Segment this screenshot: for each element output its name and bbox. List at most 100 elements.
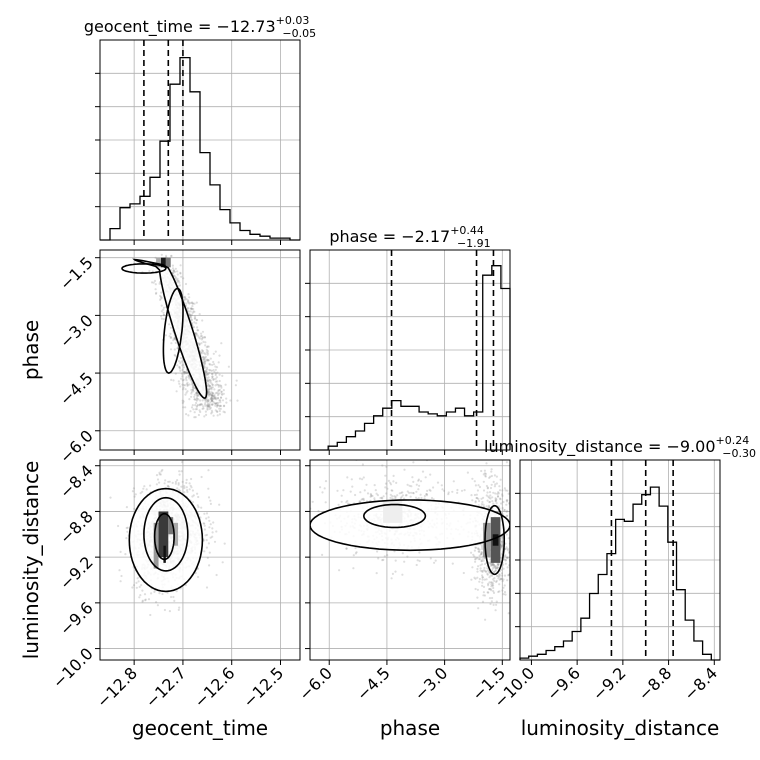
sample-point xyxy=(176,273,179,276)
sample-point xyxy=(188,301,191,304)
sample-point xyxy=(492,578,495,581)
sample-point xyxy=(196,567,199,571)
sample-point xyxy=(182,378,185,381)
sample-point xyxy=(506,514,509,517)
sample-point xyxy=(480,553,483,556)
sample-point xyxy=(160,470,163,473)
sample-point xyxy=(200,506,203,509)
sample-point xyxy=(197,506,200,509)
sample-point xyxy=(507,574,510,577)
sample-point xyxy=(160,315,163,318)
sample-point xyxy=(210,412,213,415)
sample-point xyxy=(214,396,217,399)
sample-point xyxy=(213,395,216,398)
sample-point xyxy=(193,416,196,419)
sample-point xyxy=(217,385,220,388)
sample-point xyxy=(213,370,216,374)
sample-point xyxy=(205,358,209,361)
sample-point xyxy=(207,542,210,545)
sample-point xyxy=(451,490,454,493)
sample-point xyxy=(184,584,187,587)
sample-point xyxy=(208,385,212,388)
sample-point xyxy=(389,496,392,499)
sample-point xyxy=(220,396,223,399)
sample-point xyxy=(211,377,214,380)
sample-point xyxy=(495,498,498,501)
sample-point xyxy=(175,279,178,282)
sample-point xyxy=(209,393,212,396)
sample-point xyxy=(480,551,483,554)
sample-point xyxy=(210,397,214,400)
sample-point xyxy=(206,345,209,348)
sample-point xyxy=(493,570,496,574)
sample-point xyxy=(476,576,479,579)
sample-point xyxy=(183,296,186,299)
sample-point xyxy=(477,457,479,459)
sample-point xyxy=(420,496,423,500)
sample-point xyxy=(500,578,503,581)
sample-point xyxy=(206,359,209,362)
sample-point xyxy=(476,588,479,591)
sample-point xyxy=(506,579,509,582)
sample-point xyxy=(352,554,355,557)
sample-point xyxy=(319,486,322,489)
sample-point xyxy=(162,308,165,311)
sample-point xyxy=(210,396,213,399)
sample-point xyxy=(173,599,176,603)
x-tick-label: −3.0 xyxy=(411,663,452,704)
sample-point xyxy=(491,500,494,503)
sample-point xyxy=(149,484,152,487)
sample-point xyxy=(195,322,198,325)
sample-point xyxy=(362,497,365,500)
sample-point xyxy=(133,495,136,498)
sample-point xyxy=(478,580,481,583)
sample-point xyxy=(195,394,198,397)
sample-point xyxy=(191,302,195,305)
sample-point xyxy=(189,410,192,413)
panel-bg xyxy=(310,460,510,660)
sample-point xyxy=(188,398,191,401)
sample-point xyxy=(207,376,210,379)
sample-point xyxy=(205,413,208,416)
sample-point xyxy=(501,507,504,510)
sample-point xyxy=(205,399,208,402)
sample-point xyxy=(501,589,504,592)
sample-point xyxy=(480,503,483,506)
sample-point xyxy=(222,389,225,392)
sample-point xyxy=(473,555,476,558)
sample-point xyxy=(180,470,183,473)
sample-point xyxy=(475,496,478,500)
sample-point xyxy=(496,566,499,569)
sample-point xyxy=(182,363,185,366)
sample-point xyxy=(317,510,320,513)
sample-point xyxy=(191,386,194,389)
sample-point xyxy=(514,562,516,564)
sample-point xyxy=(505,514,508,517)
sample-point xyxy=(141,600,144,603)
sample-point xyxy=(218,399,221,402)
sample-point xyxy=(131,490,134,493)
sample-point xyxy=(494,609,497,612)
sample-point xyxy=(484,570,487,573)
y-axis-label-phase: phase xyxy=(19,320,43,380)
sample-point xyxy=(202,407,205,410)
sample-point xyxy=(206,368,209,371)
sample-point xyxy=(195,319,199,322)
sample-point xyxy=(474,557,477,560)
sample-point xyxy=(479,569,482,572)
sample-point xyxy=(478,548,481,551)
sample-point xyxy=(208,362,211,366)
sample-point xyxy=(202,522,205,525)
sample-point xyxy=(324,501,327,504)
sample-point xyxy=(156,478,160,481)
sample-point xyxy=(227,365,230,368)
sample-point xyxy=(480,469,483,473)
sample-point xyxy=(501,494,504,497)
sample-point xyxy=(218,407,221,410)
sample-point xyxy=(492,571,496,574)
sample-point xyxy=(193,398,196,401)
sample-point xyxy=(214,402,217,405)
sample-point xyxy=(218,392,221,395)
sample-point xyxy=(210,399,213,403)
sample-point xyxy=(223,542,226,545)
